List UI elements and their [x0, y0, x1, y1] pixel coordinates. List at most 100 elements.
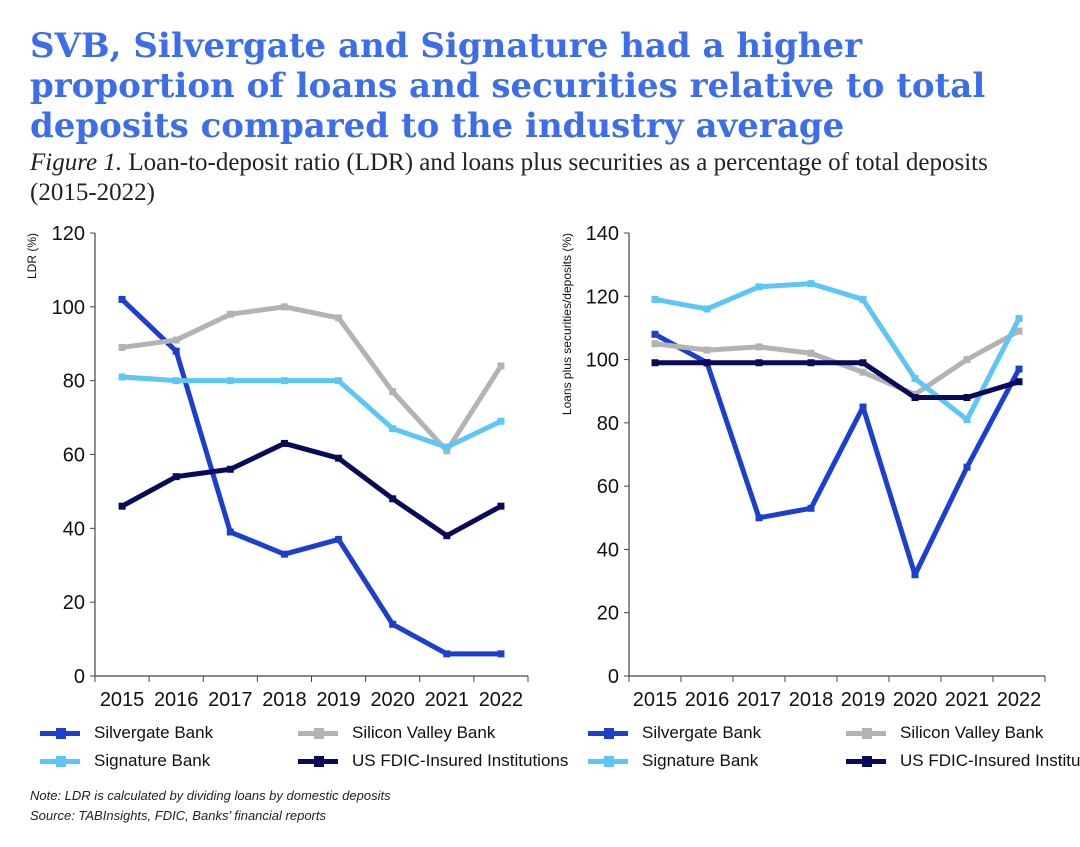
y-tick-label: 60 — [63, 445, 85, 467]
legend-item-silvergate-bank: Silvergate Bank — [588, 723, 761, 743]
y-tick-label: 40 — [597, 539, 619, 561]
loans-securities-chart-plot: 0 20 40 60 80 100 120 140 2015 2016 2017 2018 2019 20… — [560, 223, 1046, 711]
legend-item-silvergate-bank: Silvergate Bank — [40, 723, 213, 743]
legend-label: Silicon Valley Bank — [900, 723, 1044, 742]
y-tick-label: 100 — [586, 350, 619, 372]
x-tick-label: 2017 — [208, 689, 253, 711]
x-tick-label: 2018 — [789, 689, 834, 711]
data-point — [226, 310, 234, 318]
figure-label: Figure 1. — [30, 149, 123, 176]
data-point — [172, 377, 180, 385]
data-point — [497, 417, 505, 425]
x-tick-label: 2020 — [370, 689, 415, 711]
legend-item-us-fdic-insured-institutions: US FDIC-Insured Institutions — [298, 751, 568, 771]
series-silvergate-bank — [651, 330, 1023, 579]
data-point — [389, 425, 397, 433]
data-point — [118, 373, 126, 381]
legend-item-silicon-valley-bank: Silicon Valley Bank — [846, 723, 1043, 743]
data-point — [807, 280, 815, 288]
legend-label: Signature Bank — [94, 751, 211, 770]
legend-label: Silicon Valley Bank — [352, 723, 496, 742]
legend-label: US FDIC-Insured Institutions — [352, 751, 569, 770]
data-point — [807, 349, 815, 357]
legend-swatch — [40, 755, 80, 767]
series-silicon-valley-bank — [118, 303, 505, 455]
data-point — [497, 502, 505, 510]
legend-item-silicon-valley-bank: Silicon Valley Bank — [298, 723, 495, 743]
data-point — [911, 394, 919, 402]
data-point — [280, 550, 288, 558]
x-tick-label: 2020 — [893, 689, 938, 711]
series-line — [121, 304, 504, 454]
data-point — [443, 650, 451, 658]
legend-swatch — [588, 727, 628, 739]
series-signature-bank — [651, 280, 1023, 424]
data-point — [807, 504, 815, 512]
data-point — [859, 403, 867, 411]
y-tick-label: 80 — [597, 413, 619, 435]
series-line — [655, 360, 1020, 401]
data-point — [963, 356, 971, 364]
y-axis-label: LDR (%) — [25, 233, 39, 279]
data-point — [1015, 365, 1023, 373]
data-point — [335, 454, 343, 462]
x-tick-label: 2019 — [841, 689, 886, 711]
y-tick-label: 120 — [52, 223, 85, 245]
data-point — [807, 359, 815, 367]
y-tick-label: 0 — [608, 666, 619, 688]
ldr-chart: 0 20 40 60 80 100 120 2015 2016 2017 2018 2019 2020 2… — [0, 215, 568, 775]
data-point — [651, 330, 659, 338]
data-point — [963, 463, 971, 471]
data-point — [172, 336, 180, 344]
data-point — [118, 502, 126, 510]
ldr-chart-legend: Silvergate Bank Silicon Valley Bank Signat… — [0, 715, 568, 775]
data-point — [335, 535, 343, 543]
data-point — [497, 650, 505, 658]
data-point — [443, 532, 451, 540]
legend-swatch — [846, 727, 886, 739]
legend-swatch — [298, 727, 338, 739]
data-point — [172, 347, 180, 355]
data-point — [1015, 327, 1023, 335]
legend-label: Silvergate Bank — [94, 723, 214, 742]
legend-swatch — [298, 755, 338, 767]
x-tick-label: 2018 — [262, 689, 307, 711]
y-tick-label: 40 — [63, 518, 85, 540]
x-tick-label: 2021 — [945, 689, 990, 711]
legend-item-us-fdic-insured-institutions: US FDIC-Insured Institutions — [846, 751, 1080, 771]
x-tick-label: 2019 — [316, 689, 361, 711]
data-point — [443, 443, 451, 451]
data-point — [389, 620, 397, 628]
legend-item-signature-bank: Signature Bank — [40, 751, 210, 771]
legend-item-signature-bank: Signature Bank — [588, 751, 758, 771]
data-point — [118, 295, 126, 303]
series-line — [121, 374, 503, 450]
data-point — [1015, 314, 1023, 322]
x-tick-label: 2022 — [997, 689, 1042, 711]
data-point — [651, 359, 659, 367]
data-point — [443, 447, 451, 455]
y-tick-label: 20 — [63, 592, 85, 614]
data-point — [497, 362, 505, 370]
notes: Note: LDR is calculated by dividing loan… — [30, 786, 391, 826]
x-tick-label: 2017 — [737, 689, 782, 711]
y-tick-label: 140 — [586, 223, 619, 245]
chart-note: Note: LDR is calculated by dividing loan… — [30, 788, 391, 803]
data-point — [703, 305, 711, 313]
x-tick-label: 2022 — [479, 689, 524, 711]
data-point — [335, 314, 343, 322]
y-tick-label: 80 — [63, 371, 85, 393]
data-point — [280, 439, 288, 447]
figure-caption-text: Loan-to-deposit ratio (LDR) and loans pl… — [30, 149, 988, 206]
data-point — [226, 377, 234, 385]
ldr-chart-plot: 0 20 40 60 80 100 120 2015 2016 2017 2018 2019 2020 2… — [25, 223, 529, 711]
data-point — [755, 359, 763, 367]
data-point — [859, 368, 867, 376]
x-tick-label: 2021 — [425, 689, 470, 711]
data-point — [172, 473, 180, 481]
loans-securities-chart-legend: Silvergate Bank Silicon Valley Bank Signat… — [540, 715, 1080, 775]
series-line — [120, 440, 503, 539]
x-tick-label: 2015 — [633, 689, 678, 711]
series-line — [654, 281, 1022, 423]
data-point — [703, 359, 711, 367]
